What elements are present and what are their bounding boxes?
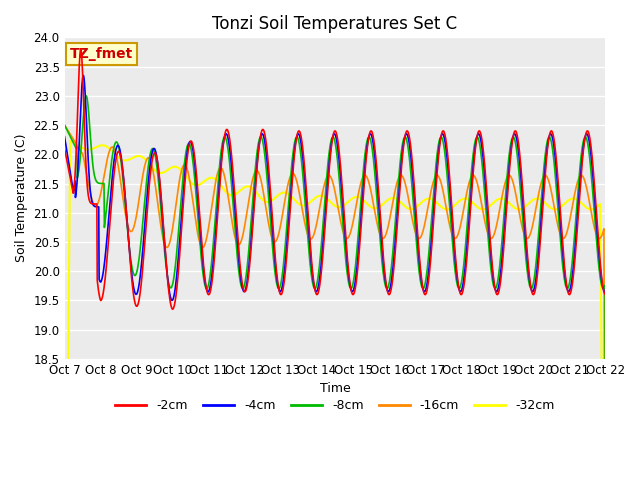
Y-axis label: Soil Temperature (C): Soil Temperature (C) [15,134,28,263]
Title: Tonzi Soil Temperatures Set C: Tonzi Soil Temperatures Set C [212,15,458,33]
X-axis label: Time: Time [319,383,350,396]
Text: TZ_fmet: TZ_fmet [70,47,133,61]
Legend: -2cm, -4cm, -8cm, -16cm, -32cm: -2cm, -4cm, -8cm, -16cm, -32cm [110,394,560,417]
